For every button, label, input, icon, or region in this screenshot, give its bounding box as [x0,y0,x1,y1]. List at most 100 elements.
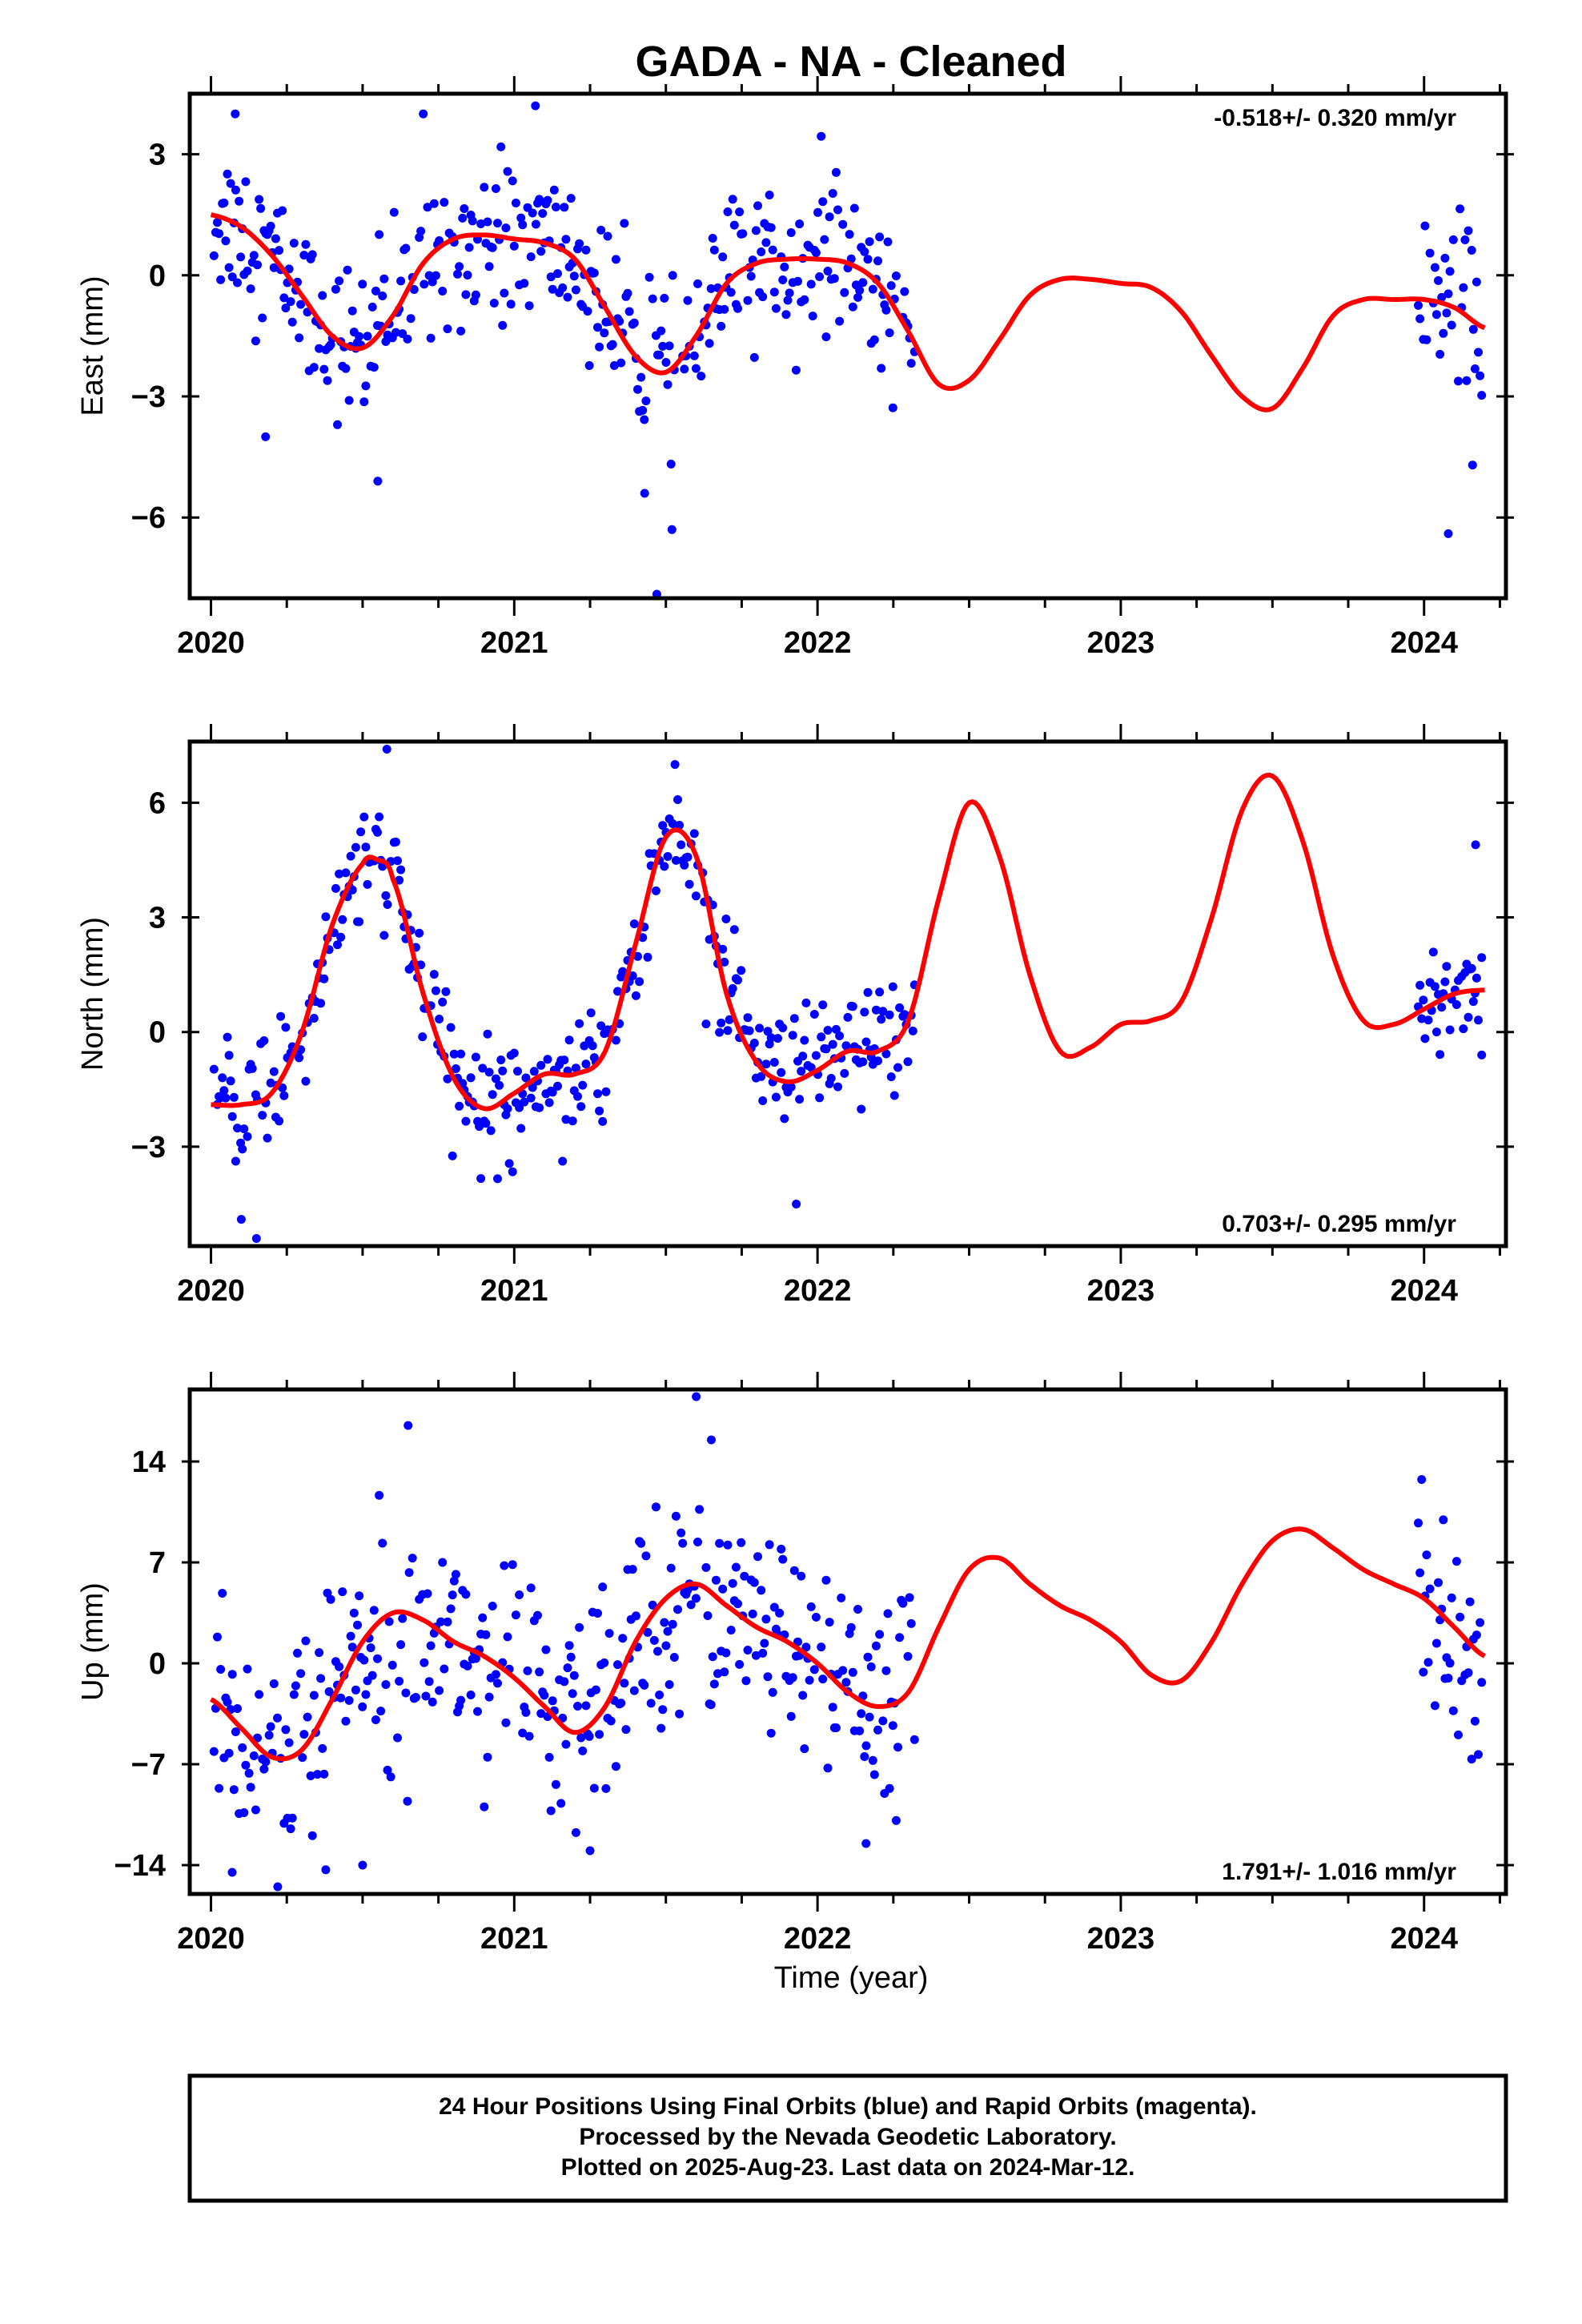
data-point [576,1733,586,1743]
data-point [346,1631,355,1641]
data-point [709,245,719,255]
data-point [831,1024,841,1034]
data-point [376,1707,386,1716]
data-point [640,489,649,498]
data-point [683,852,693,862]
data-point [581,245,591,255]
data-point [828,1039,837,1049]
data-point [398,1614,408,1623]
data-point [905,1593,914,1602]
data-point [571,1827,580,1837]
data-point [840,1068,849,1078]
data-point [680,860,689,870]
data-point [869,1770,879,1779]
data-point [481,1630,491,1639]
data-point [800,295,809,304]
data-point [581,1701,591,1711]
x-axis-label: Time (year) [774,1961,929,1995]
data-point [463,1661,472,1671]
data-point [335,869,344,879]
y-tick-label: −6 [131,501,166,535]
data-point [838,219,848,229]
data-point [464,243,474,252]
data-point [1430,1701,1439,1711]
data-point [780,1114,789,1124]
data-point [566,194,576,203]
data-point [865,237,874,247]
data-point [818,197,828,207]
data-point [461,1116,471,1126]
footer-line-3: Plotted on 2025-Aug-23. Last data on 202… [561,2154,1135,2181]
data-point [900,287,909,296]
model-curve [210,1526,1486,1762]
data-point [793,276,802,286]
data-point [1476,371,1485,380]
data-point [471,1052,480,1062]
data-point [436,1617,446,1626]
data-point [1423,1015,1433,1025]
data-point [757,247,766,256]
data-point [395,1676,404,1686]
data-point [641,396,651,406]
data-point [461,290,471,300]
data-point [1437,1003,1447,1012]
data-point [629,318,639,328]
data-point [533,1610,542,1620]
data-point [266,1722,275,1731]
data-point [781,310,791,320]
data-point [401,243,411,253]
data-point [239,1124,249,1134]
data-point [566,1652,576,1662]
data-point [484,262,494,271]
data-point [575,1019,584,1028]
data-point [718,944,728,954]
x-tick-label: 2024 [1390,626,1458,660]
data-point [840,287,849,297]
data-point [344,1695,354,1705]
data-point [246,284,255,294]
data-point [668,819,677,828]
data-point [788,1673,797,1683]
data-point [373,827,382,837]
data-point [1464,1668,1473,1678]
data-point [420,1658,429,1667]
data-point [771,304,781,313]
data-point [1454,1730,1463,1739]
data-point [909,1735,919,1744]
data-point [691,1594,701,1603]
data-point [833,205,842,215]
data-point [595,342,604,352]
data-point [441,987,451,996]
data-point [382,745,391,754]
data-point [786,228,796,237]
data-point [620,1679,629,1688]
data-point [440,1664,449,1674]
data-point [817,1642,826,1652]
data-point [720,957,729,967]
data-point [663,852,673,861]
data-point [383,900,392,909]
data-point [821,332,831,342]
data-point [451,1064,460,1073]
data-point [800,1744,809,1754]
y-tick-label: −3 [131,1131,166,1164]
data-point [653,1647,662,1656]
data-point [857,1104,866,1114]
data-point [640,415,649,424]
model-curve [210,212,1486,412]
data-point [440,198,449,207]
data-point [336,1693,346,1703]
data-point [238,1144,247,1154]
data-point [338,915,347,924]
data-point [446,1604,456,1614]
data-point [271,234,280,243]
data-point [728,983,737,993]
data-point [498,1066,508,1076]
data-point [863,255,873,264]
data-point [743,1646,753,1655]
data-point [793,1637,802,1647]
data-point [383,1765,392,1775]
data-point [496,142,506,151]
plot-frame [187,91,1508,601]
data-point [573,1092,582,1101]
